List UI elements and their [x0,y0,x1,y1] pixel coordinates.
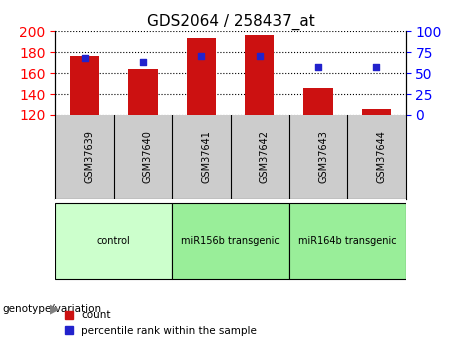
Bar [187,38,216,115]
Text: GSM37639: GSM37639 [84,130,95,184]
Point [198,53,205,59]
Bar [70,56,99,115]
Bar [303,88,333,115]
Text: miR164b transgenic: miR164b transgenic [298,236,396,246]
Bar [245,35,274,115]
Text: GSM37642: GSM37642 [260,130,270,184]
Point [373,65,380,70]
Text: GSM37643: GSM37643 [318,130,328,184]
Bar [362,109,391,115]
Text: ▶: ▶ [50,302,59,315]
Title: GDS2064 / 258437_at: GDS2064 / 258437_at [147,13,314,30]
Text: GSM37640: GSM37640 [143,130,153,184]
Legend: count, percentile rank within the sample: count, percentile rank within the sample [60,306,261,340]
FancyBboxPatch shape [55,203,172,279]
Text: miR156b transgenic: miR156b transgenic [181,236,280,246]
Text: GSM37641: GSM37641 [201,130,211,184]
FancyBboxPatch shape [172,203,289,279]
Point [139,59,147,65]
Point [256,53,263,59]
Text: genotype/variation: genotype/variation [2,304,101,314]
Point [81,55,88,61]
FancyBboxPatch shape [289,203,406,279]
Text: GSM37644: GSM37644 [377,130,386,184]
Text: control: control [97,236,130,246]
Point [314,65,322,70]
Bar [128,69,158,115]
